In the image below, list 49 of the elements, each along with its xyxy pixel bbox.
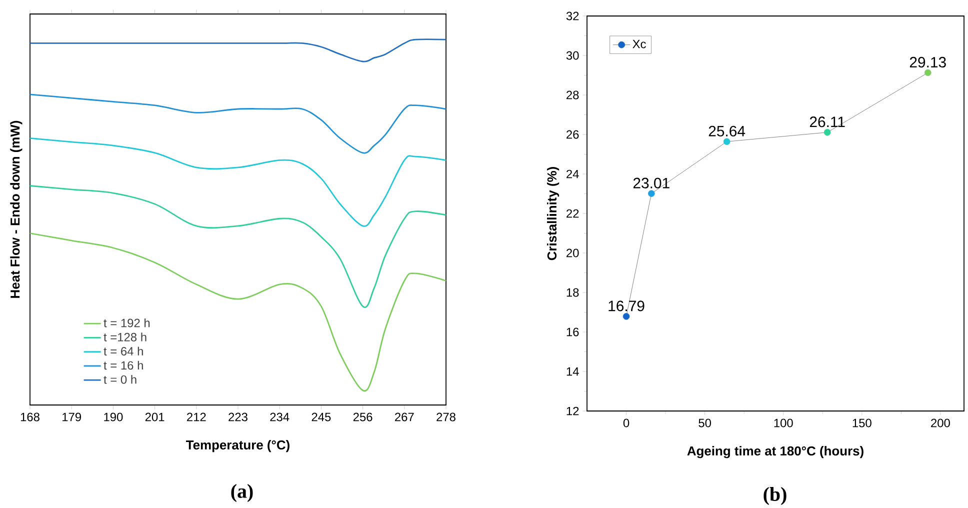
y-tick-label: 22 xyxy=(566,209,579,218)
legend-label: Xc xyxy=(632,40,646,48)
legend-label: t = 0 h xyxy=(104,375,136,384)
point xyxy=(824,128,831,136)
legend-label: t = 16 h xyxy=(104,360,143,370)
text: (a) xyxy=(231,484,253,502)
point xyxy=(723,138,730,145)
legend-label: t = 64 h xyxy=(104,346,143,356)
x-tick-label: 150 xyxy=(852,418,872,428)
y-tick-label: 12 xyxy=(566,406,579,416)
x-tick-label: 168 xyxy=(20,412,40,422)
x-tick-label: 256 xyxy=(353,412,372,422)
x-tick-label: 245 xyxy=(312,412,331,422)
x-tick-label: 201 xyxy=(145,412,164,422)
x-tick-label: 200 xyxy=(931,418,950,428)
x-tick-label: 179 xyxy=(62,412,81,422)
y-tick-label: 16 xyxy=(566,328,579,336)
x-tick-label: 190 xyxy=(104,412,123,422)
x-tick-label: 0 xyxy=(623,418,630,428)
y-tick-label: 24 xyxy=(566,170,579,178)
y-tick-label: 18 xyxy=(566,288,579,297)
data-label: 29.13 xyxy=(910,56,946,68)
x-axis-title: Temperature (°C) xyxy=(186,440,290,452)
y-tick-label: 28 xyxy=(566,90,579,100)
y-axis-title: Heat Flow - Endo down (mW) xyxy=(10,120,22,298)
x-tick-label: 267 xyxy=(395,412,414,422)
x-axis-title: Ageing time at 180°C (hours) xyxy=(687,446,864,458)
x-tick-label: 278 xyxy=(436,412,456,422)
x-tick-label: 50 xyxy=(698,418,712,428)
data-label: 23.01 xyxy=(633,178,670,188)
text: (b) xyxy=(764,486,786,506)
y-tick-label: 32 xyxy=(566,12,579,20)
data-label: 16.79 xyxy=(608,300,644,312)
point xyxy=(622,313,630,320)
point xyxy=(924,69,932,76)
x-tick-label: 223 xyxy=(228,412,248,422)
y-tick-label: 26 xyxy=(566,130,579,139)
data-label: 25.64 xyxy=(708,126,746,136)
legend-label: t = 192 h xyxy=(104,318,150,328)
legend-label: t =128 h xyxy=(104,332,146,342)
y-tick-label: 30 xyxy=(566,51,579,60)
point xyxy=(648,190,655,197)
x-tick-label: 212 xyxy=(187,412,206,422)
x-tick-label: 100 xyxy=(774,418,793,428)
x-tick-label: 234 xyxy=(270,412,290,422)
y-tick-label: 14 xyxy=(566,367,579,376)
y-axis-title: Cristallinity (%) xyxy=(547,167,560,260)
data-label: 26.11 xyxy=(810,116,845,128)
y-tick-label: 20 xyxy=(566,248,579,258)
